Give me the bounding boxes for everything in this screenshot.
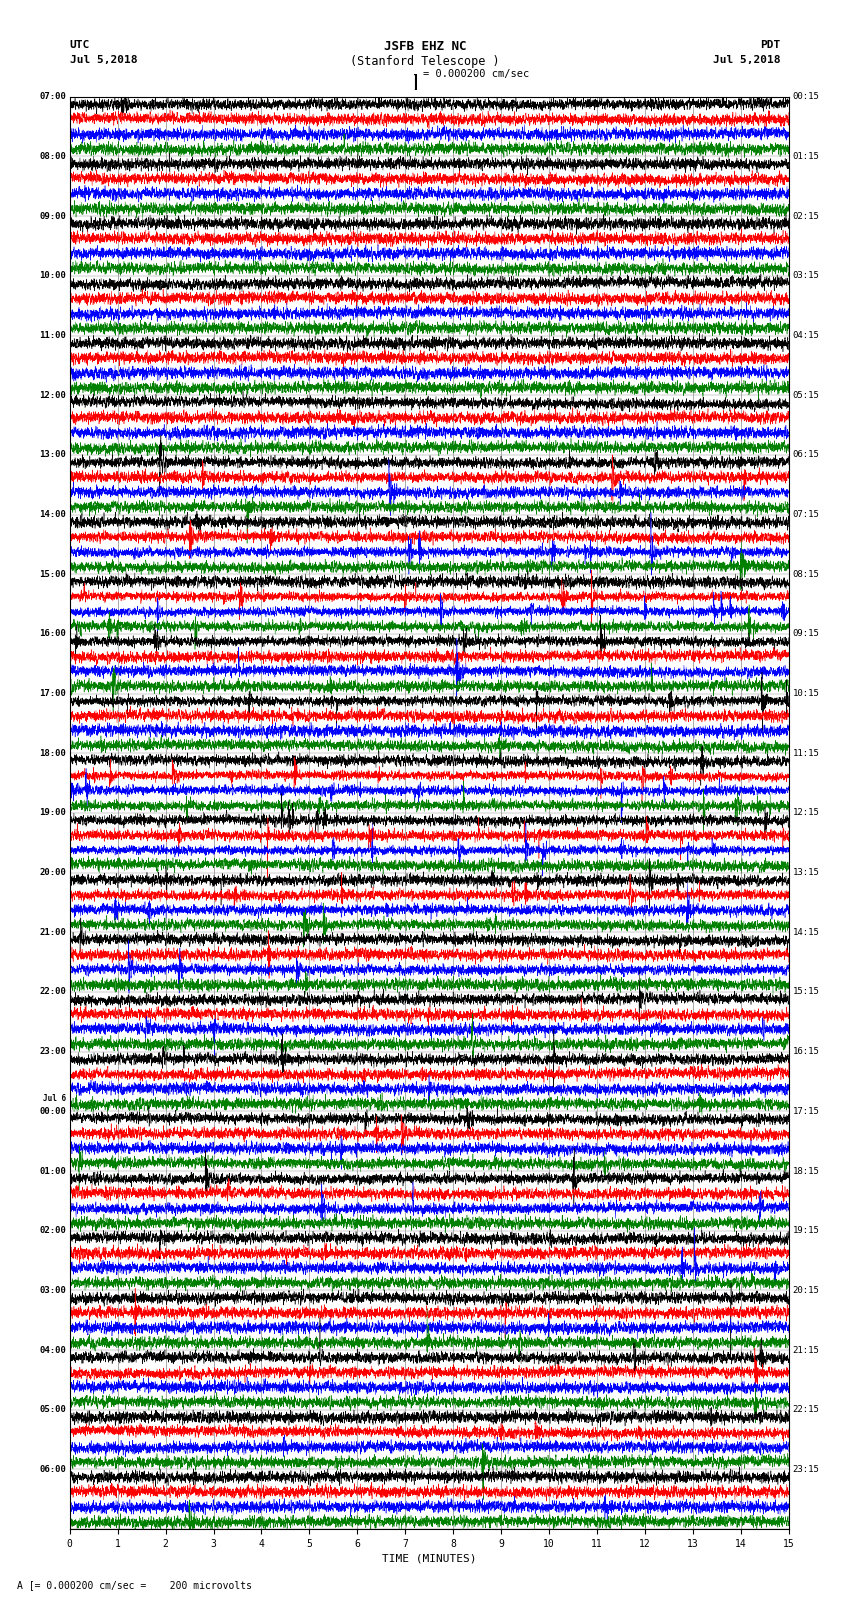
Text: 19:15: 19:15 bbox=[792, 1226, 819, 1236]
Text: 08:15: 08:15 bbox=[792, 569, 819, 579]
Text: 10:15: 10:15 bbox=[792, 689, 819, 698]
Text: 14:00: 14:00 bbox=[39, 510, 66, 519]
Text: (Stanford Telescope ): (Stanford Telescope ) bbox=[350, 55, 500, 68]
Text: 05:00: 05:00 bbox=[39, 1405, 66, 1415]
Text: 03:00: 03:00 bbox=[39, 1286, 66, 1295]
Text: 12:15: 12:15 bbox=[792, 808, 819, 818]
Text: 18:00: 18:00 bbox=[39, 748, 66, 758]
Text: 00:15: 00:15 bbox=[792, 92, 819, 102]
Text: Jul 6: Jul 6 bbox=[43, 1094, 66, 1103]
Text: 16:00: 16:00 bbox=[39, 629, 66, 639]
Text: 01:00: 01:00 bbox=[39, 1166, 66, 1176]
Text: A [= 0.000200 cm/sec =    200 microvolts: A [= 0.000200 cm/sec = 200 microvolts bbox=[17, 1581, 252, 1590]
Text: 15:00: 15:00 bbox=[39, 569, 66, 579]
Text: 23:00: 23:00 bbox=[39, 1047, 66, 1057]
Text: 22:00: 22:00 bbox=[39, 987, 66, 997]
Text: JSFB EHZ NC: JSFB EHZ NC bbox=[383, 40, 467, 53]
Text: 05:15: 05:15 bbox=[792, 390, 819, 400]
Text: 09:00: 09:00 bbox=[39, 211, 66, 221]
Text: 04:00: 04:00 bbox=[39, 1345, 66, 1355]
Text: 09:15: 09:15 bbox=[792, 629, 819, 639]
Text: 20:00: 20:00 bbox=[39, 868, 66, 877]
Text: 02:15: 02:15 bbox=[792, 211, 819, 221]
Text: 17:00: 17:00 bbox=[39, 689, 66, 698]
Text: 17:15: 17:15 bbox=[792, 1107, 819, 1116]
Text: 06:00: 06:00 bbox=[39, 1465, 66, 1474]
Text: 11:00: 11:00 bbox=[39, 331, 66, 340]
Text: 14:15: 14:15 bbox=[792, 927, 819, 937]
Text: = 0.000200 cm/sec: = 0.000200 cm/sec bbox=[423, 69, 530, 79]
Text: 08:00: 08:00 bbox=[39, 152, 66, 161]
Text: 15:15: 15:15 bbox=[792, 987, 819, 997]
Text: 19:00: 19:00 bbox=[39, 808, 66, 818]
Text: 13:00: 13:00 bbox=[39, 450, 66, 460]
X-axis label: TIME (MINUTES): TIME (MINUTES) bbox=[382, 1553, 477, 1563]
Text: UTC: UTC bbox=[70, 40, 90, 50]
Text: 23:15: 23:15 bbox=[792, 1465, 819, 1474]
Text: 18:15: 18:15 bbox=[792, 1166, 819, 1176]
Text: 22:15: 22:15 bbox=[792, 1405, 819, 1415]
Text: 21:00: 21:00 bbox=[39, 927, 66, 937]
Text: 16:15: 16:15 bbox=[792, 1047, 819, 1057]
Text: 02:00: 02:00 bbox=[39, 1226, 66, 1236]
Text: 07:15: 07:15 bbox=[792, 510, 819, 519]
Text: 00:00: 00:00 bbox=[39, 1107, 66, 1116]
Text: Jul 5,2018: Jul 5,2018 bbox=[70, 55, 137, 65]
Text: 20:15: 20:15 bbox=[792, 1286, 819, 1295]
Text: PDT: PDT bbox=[760, 40, 780, 50]
Text: 07:00: 07:00 bbox=[39, 92, 66, 102]
Text: 04:15: 04:15 bbox=[792, 331, 819, 340]
Text: 11:15: 11:15 bbox=[792, 748, 819, 758]
Text: 06:15: 06:15 bbox=[792, 450, 819, 460]
Text: 10:00: 10:00 bbox=[39, 271, 66, 281]
Text: 03:15: 03:15 bbox=[792, 271, 819, 281]
Text: 12:00: 12:00 bbox=[39, 390, 66, 400]
Text: 13:15: 13:15 bbox=[792, 868, 819, 877]
Text: Jul 5,2018: Jul 5,2018 bbox=[713, 55, 780, 65]
Text: 01:15: 01:15 bbox=[792, 152, 819, 161]
Text: 21:15: 21:15 bbox=[792, 1345, 819, 1355]
